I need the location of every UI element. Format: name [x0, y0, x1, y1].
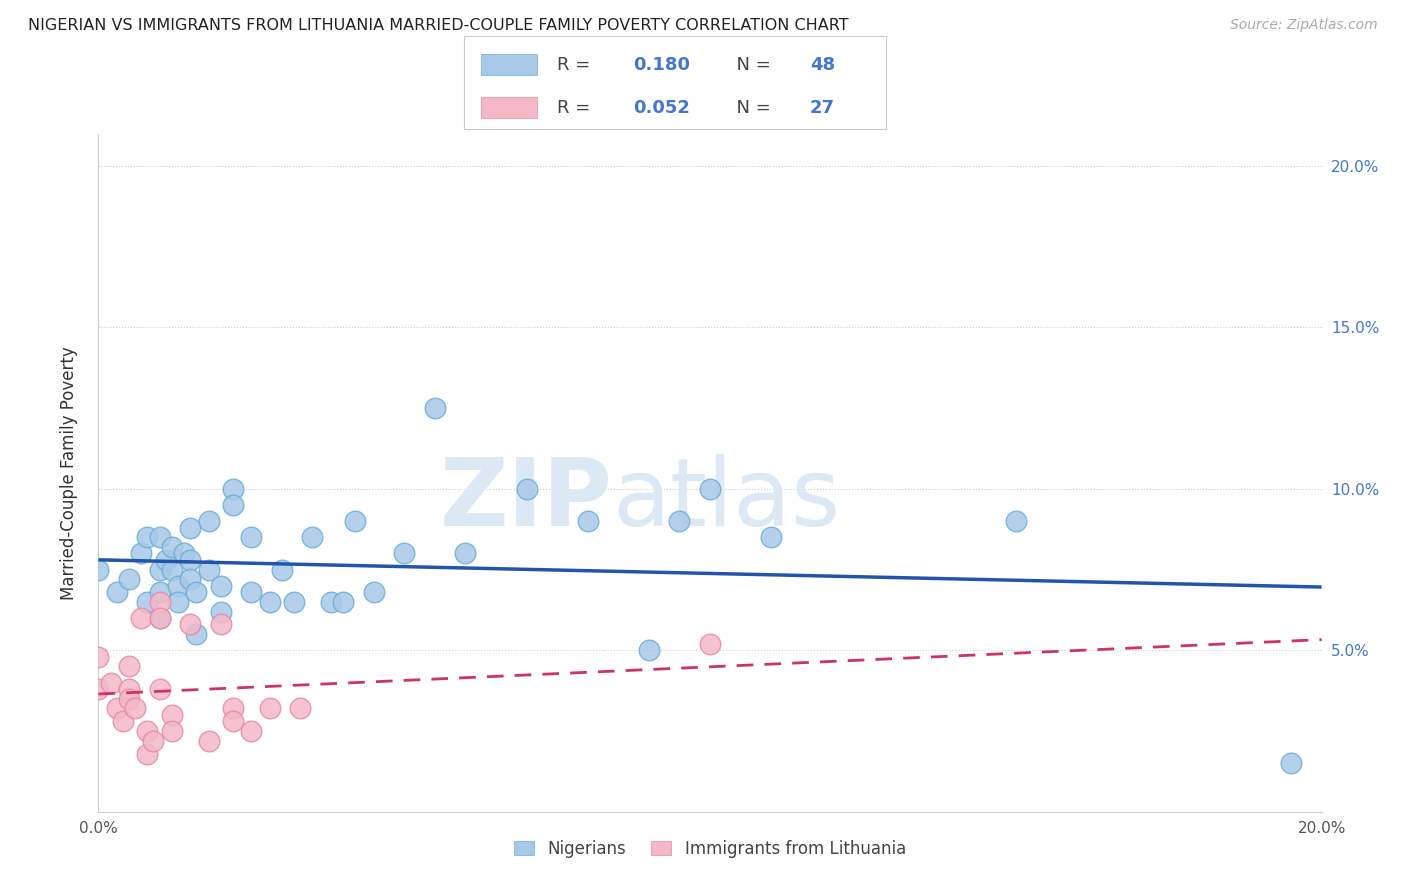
Point	[111, 714, 134, 729]
Point	[87, 649, 110, 664]
Point	[142, 733, 165, 747]
Point	[319, 595, 342, 609]
Point	[668, 514, 690, 528]
Point	[87, 681, 110, 696]
Point	[124, 701, 146, 715]
FancyBboxPatch shape	[481, 97, 537, 118]
Point	[136, 747, 159, 761]
Point	[197, 563, 219, 577]
Point	[100, 675, 122, 690]
Point	[160, 724, 183, 739]
Point	[516, 482, 538, 496]
Point	[149, 681, 172, 696]
Point	[301, 530, 323, 544]
Point	[576, 514, 599, 528]
Point	[270, 563, 292, 577]
Y-axis label: Married-Couple Family Poverty: Married-Couple Family Poverty	[59, 346, 77, 599]
Text: 0.052: 0.052	[633, 99, 689, 117]
Point	[759, 530, 782, 544]
Point	[129, 611, 152, 625]
Point	[454, 546, 477, 560]
Point	[155, 553, 177, 567]
Point	[149, 530, 172, 544]
Point	[118, 691, 141, 706]
Point	[160, 540, 183, 554]
Point	[149, 611, 172, 625]
Point	[259, 595, 281, 609]
Text: N =: N =	[725, 99, 778, 117]
Point	[160, 563, 183, 577]
Point	[136, 724, 159, 739]
Point	[344, 514, 367, 528]
Point	[699, 637, 721, 651]
Point	[179, 572, 201, 586]
Point	[699, 482, 721, 496]
Point	[179, 553, 201, 567]
Text: ZIP: ZIP	[439, 454, 612, 546]
Point	[167, 579, 190, 593]
Point	[105, 585, 128, 599]
Text: 0.180: 0.180	[633, 55, 690, 74]
Point	[222, 701, 245, 715]
Point	[160, 707, 183, 722]
Text: R =: R =	[557, 55, 596, 74]
Text: NIGERIAN VS IMMIGRANTS FROM LITHUANIA MARRIED-COUPLE FAMILY POVERTY CORRELATION : NIGERIAN VS IMMIGRANTS FROM LITHUANIA MA…	[28, 18, 849, 33]
Point	[392, 546, 416, 560]
Point	[637, 643, 661, 657]
Point	[222, 714, 245, 729]
Point	[197, 733, 219, 747]
Point	[149, 563, 172, 577]
Point	[173, 546, 195, 560]
Point	[240, 724, 263, 739]
Point	[186, 585, 208, 599]
Point	[259, 701, 281, 715]
Point	[136, 595, 159, 609]
Point	[186, 627, 208, 641]
Point	[118, 659, 141, 673]
Point	[197, 514, 219, 528]
Point	[1004, 514, 1026, 528]
Point	[149, 585, 172, 599]
Text: 48: 48	[810, 55, 835, 74]
Point	[129, 546, 152, 560]
Point	[105, 701, 128, 715]
Point	[240, 585, 263, 599]
Point	[118, 572, 141, 586]
Point	[290, 701, 312, 715]
Point	[209, 605, 232, 619]
Point	[332, 595, 354, 609]
Point	[283, 595, 305, 609]
Point	[222, 482, 245, 496]
Point	[423, 401, 446, 416]
Legend: Nigerians, Immigrants from Lithuania: Nigerians, Immigrants from Lithuania	[508, 833, 912, 864]
Text: N =: N =	[725, 55, 778, 74]
Point	[149, 611, 172, 625]
FancyBboxPatch shape	[481, 54, 537, 75]
Point	[363, 585, 385, 599]
Point	[240, 530, 263, 544]
Point	[179, 617, 201, 632]
Point	[179, 521, 201, 535]
Point	[167, 595, 190, 609]
Point	[149, 595, 172, 609]
Point	[136, 530, 159, 544]
Text: R =: R =	[557, 99, 596, 117]
Point	[118, 681, 141, 696]
Text: Source: ZipAtlas.com: Source: ZipAtlas.com	[1230, 18, 1378, 32]
Text: 27: 27	[810, 99, 835, 117]
Point	[222, 498, 245, 512]
Point	[209, 617, 232, 632]
Point	[209, 579, 232, 593]
Point	[87, 563, 110, 577]
Point	[1279, 756, 1302, 771]
Text: atlas: atlas	[612, 454, 841, 546]
